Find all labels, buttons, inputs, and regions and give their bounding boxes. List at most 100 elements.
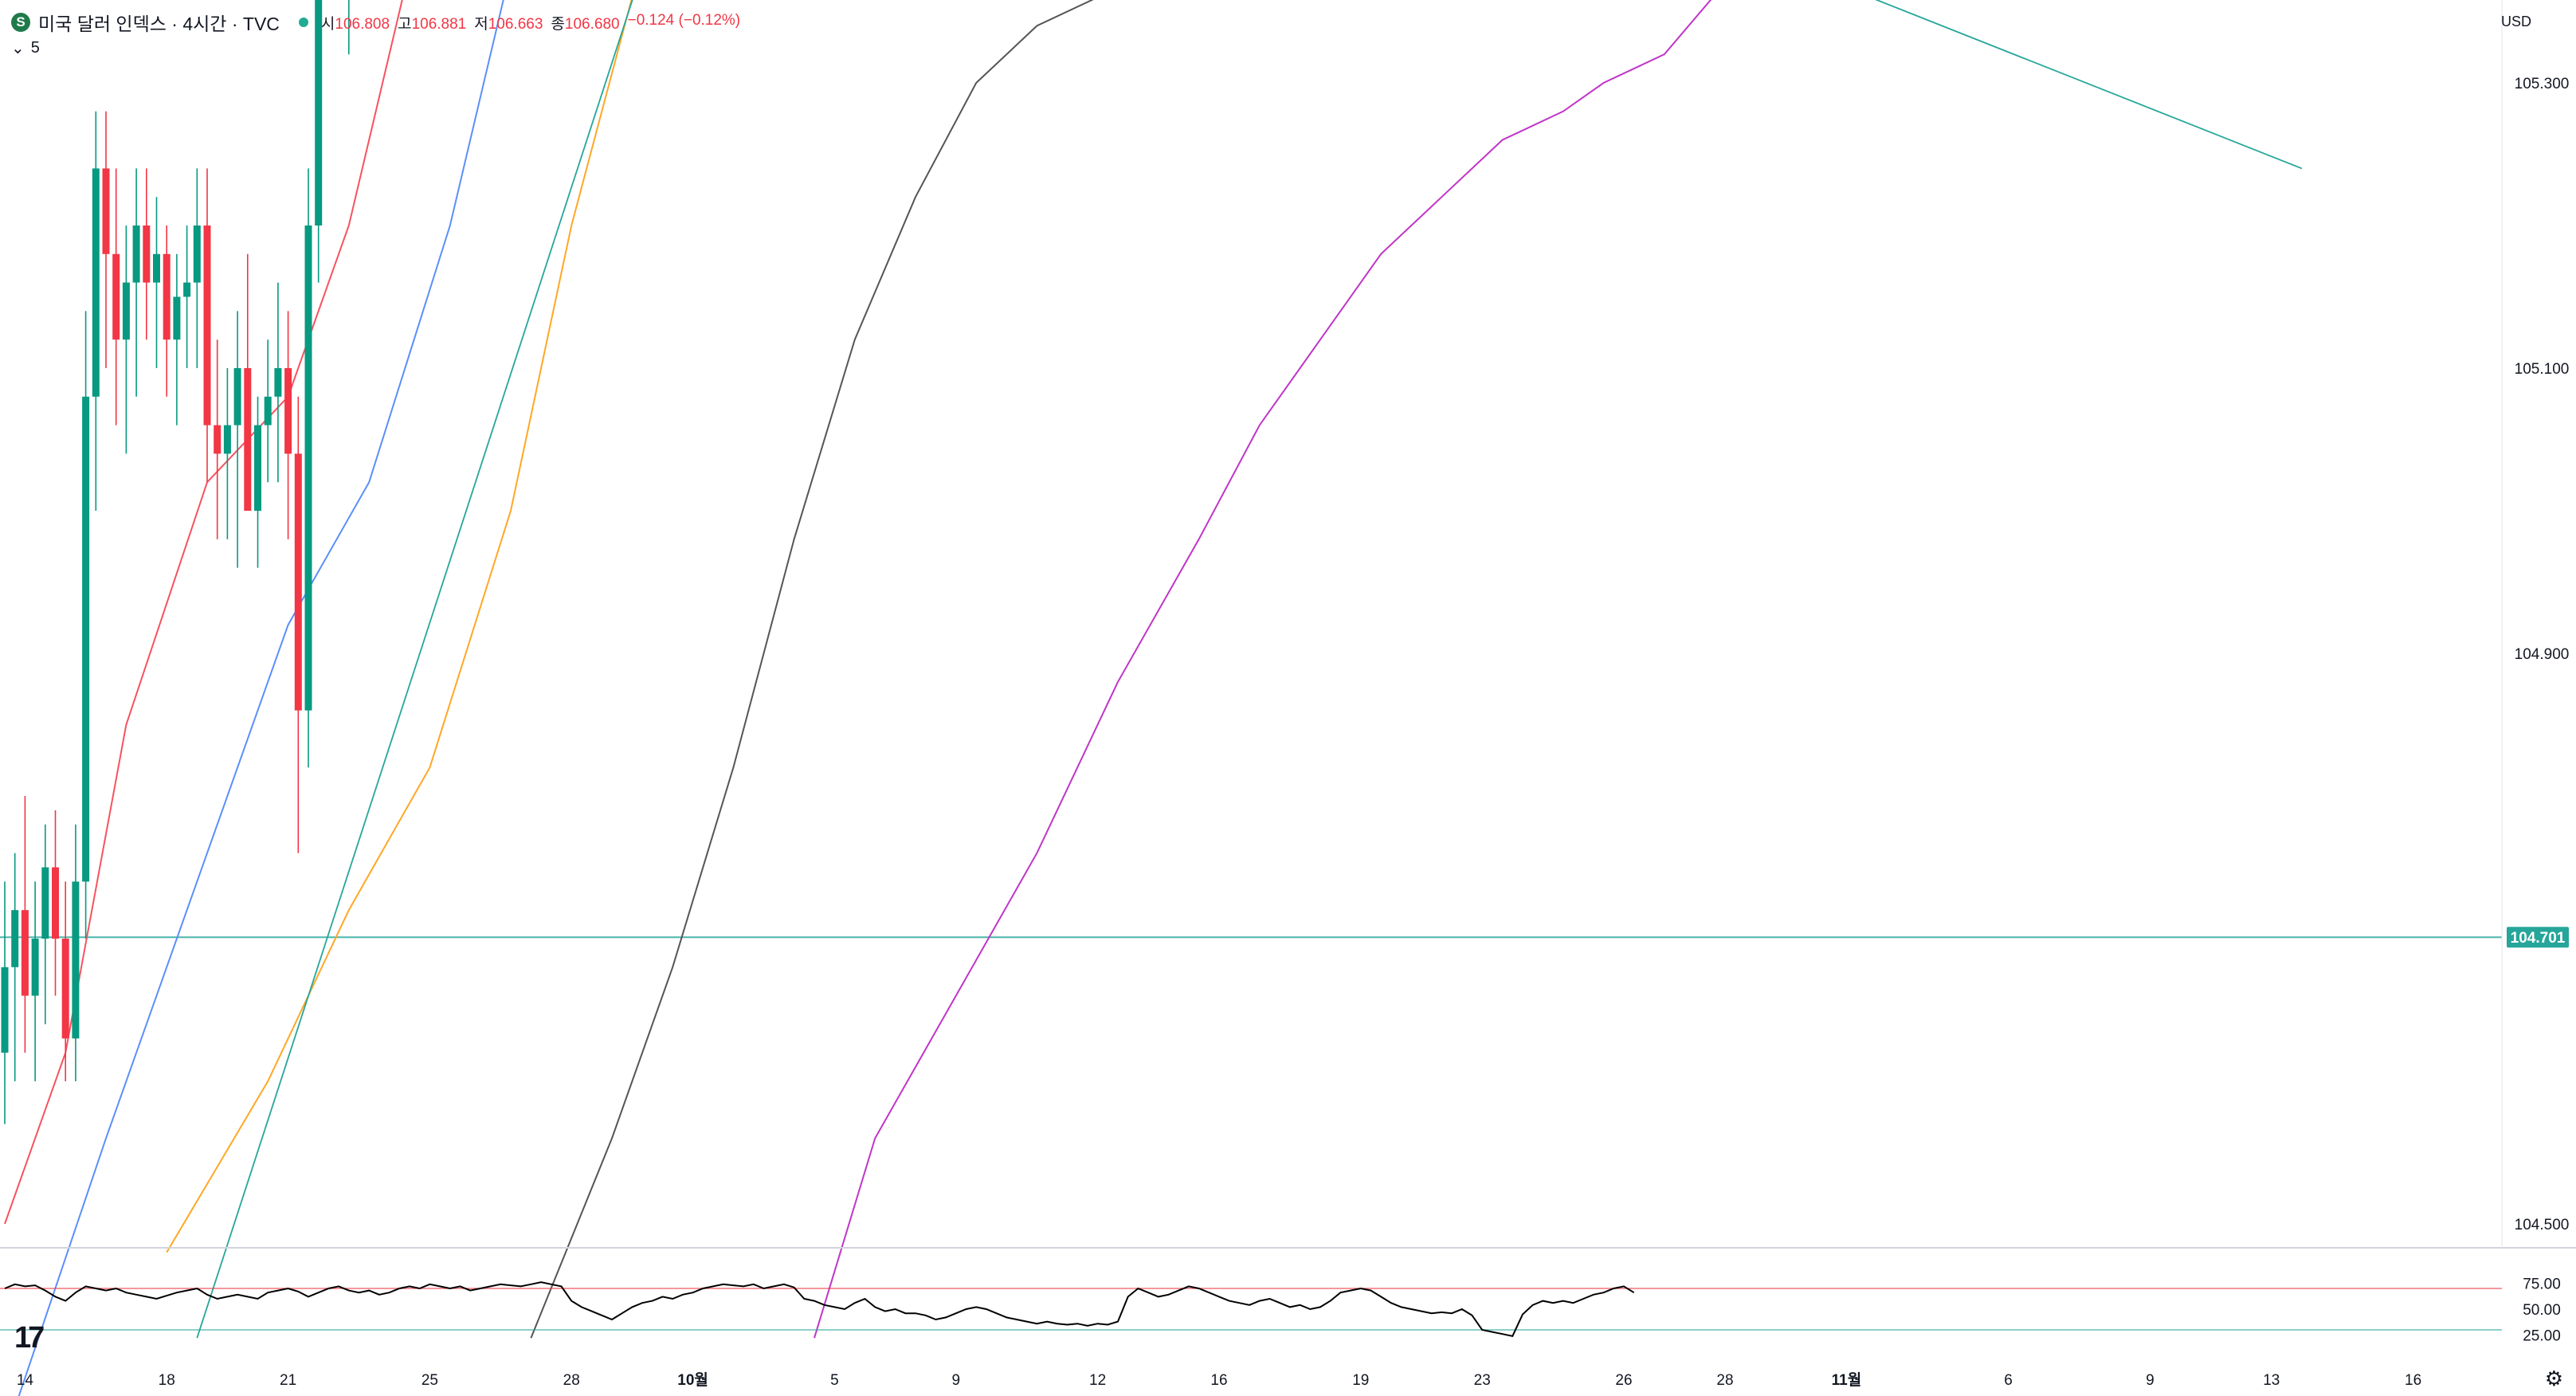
candle-body bbox=[264, 396, 272, 425]
candle-body bbox=[92, 168, 100, 397]
candle bbox=[173, 253, 181, 425]
time-tick-label: 6 bbox=[2004, 1372, 2013, 1389]
candle-body bbox=[274, 368, 282, 397]
ohlc-change: −0.124 (−0.12%) bbox=[627, 11, 741, 29]
candle-body bbox=[11, 910, 19, 967]
candle-body bbox=[254, 425, 261, 511]
time-tick-label: 9 bbox=[952, 1372, 961, 1389]
candle-body bbox=[203, 225, 211, 425]
price-level-badge: 104.701 bbox=[2507, 927, 2569, 948]
grid-layer bbox=[0, 936, 2502, 939]
candle bbox=[21, 796, 29, 1053]
candle bbox=[233, 311, 241, 568]
candle bbox=[315, 0, 323, 283]
candle-body bbox=[193, 225, 201, 283]
rsi-level-label: 75.00 bbox=[2523, 1276, 2561, 1293]
candle bbox=[41, 824, 49, 1025]
candle bbox=[304, 168, 312, 768]
time-tick-label: 26 bbox=[1615, 1372, 1632, 1389]
candle-body bbox=[41, 867, 49, 939]
currency-label[interactable]: USD bbox=[2500, 14, 2531, 29]
candle bbox=[203, 168, 211, 483]
time-tick-label: 16 bbox=[1210, 1372, 1227, 1389]
candle-body bbox=[304, 225, 312, 711]
gear-icon[interactable]: ⚙ bbox=[2544, 1367, 2563, 1390]
candle-body bbox=[153, 253, 160, 283]
time-tick-label: 14 bbox=[17, 1372, 34, 1389]
candle-body bbox=[315, 0, 323, 226]
candle bbox=[153, 197, 160, 368]
time-tick-label: 9 bbox=[2146, 1372, 2155, 1389]
price-level-badge-bg bbox=[2507, 927, 2569, 948]
chevron-down-icon[interactable]: ⌄ bbox=[11, 40, 25, 57]
candle-body bbox=[31, 939, 39, 996]
candle-body bbox=[61, 939, 69, 1039]
candle-body bbox=[244, 368, 252, 511]
candle-body bbox=[223, 425, 231, 454]
candle bbox=[72, 824, 80, 1081]
tradingview-logo-icon[interactable]: 17 bbox=[14, 1321, 45, 1355]
time-tick-label: 18 bbox=[159, 1372, 175, 1389]
symbol-title[interactable]: 미국 달러 인덱스 · 4시간 · TVC bbox=[38, 14, 280, 34]
time-tick-label: 28 bbox=[1716, 1372, 1733, 1389]
candle bbox=[112, 168, 120, 425]
moving-average-line bbox=[530, 0, 1094, 1339]
price-axis: 107.700107.500107.300107.100106.900106.7… bbox=[2501, 0, 2570, 1248]
candle bbox=[1, 881, 9, 1124]
candle bbox=[193, 168, 201, 368]
candle bbox=[52, 810, 59, 996]
ohlc-values: 시106.808 고106.881 저106.663 종106.680 −0.1… bbox=[321, 12, 740, 33]
price-tick-label: 105.300 bbox=[2515, 76, 2570, 92]
price-tick-label: 105.100 bbox=[2515, 361, 2570, 378]
candle bbox=[264, 339, 272, 483]
time-tick-label: 21 bbox=[280, 1372, 296, 1389]
candle-body bbox=[233, 368, 241, 425]
trendline bbox=[1875, 0, 2303, 170]
chart-header: S 미국 달러 인덱스 · 4시간 · TVC 시106.808 고106.88… bbox=[11, 8, 740, 37]
rsi-level-label: 25.00 bbox=[2523, 1328, 2561, 1345]
candle-body bbox=[163, 253, 171, 340]
candles-layer bbox=[1, 0, 350, 1124]
candle bbox=[254, 396, 261, 568]
time-axis: 14 18 21 25 28 10월 5 9 12 16 19 23 26 28 11월 6 9 13 16 bbox=[17, 1371, 2421, 1389]
time-tick-label: 11월 bbox=[1832, 1371, 1862, 1389]
candle bbox=[163, 225, 171, 397]
time-tick-label: 19 bbox=[1352, 1372, 1369, 1389]
candle-body bbox=[122, 282, 130, 340]
candle-body bbox=[102, 168, 110, 254]
moving-average-line bbox=[4, 0, 403, 1225]
candle bbox=[223, 368, 231, 539]
candle bbox=[284, 311, 292, 539]
candle-body bbox=[143, 225, 151, 283]
candle-body bbox=[294, 453, 302, 711]
candle bbox=[92, 111, 100, 511]
candle bbox=[183, 225, 191, 368]
candle-body bbox=[82, 396, 90, 882]
ohlc-close: 종106.680 bbox=[551, 15, 620, 33]
candle bbox=[294, 396, 302, 853]
indicator-toggle[interactable]: ⌄ 5 bbox=[11, 38, 40, 58]
ohlc-low: 저106.663 bbox=[474, 15, 543, 33]
candle-body bbox=[173, 296, 181, 340]
rsi-level-label: 50.00 bbox=[2523, 1302, 2561, 1319]
price-level-value: 104.701 bbox=[2511, 930, 2566, 947]
candle-body bbox=[72, 881, 80, 1039]
candle-body bbox=[284, 368, 292, 454]
rsi-line bbox=[4, 1281, 1635, 1337]
time-tick-label: 23 bbox=[1474, 1372, 1491, 1389]
trendlines-layer bbox=[196, 0, 2303, 1339]
candle-body bbox=[214, 425, 222, 454]
moving-average-line bbox=[166, 0, 633, 1253]
market-status-dot-icon bbox=[298, 18, 308, 27]
candle bbox=[132, 168, 140, 397]
time-tick-label: 12 bbox=[1089, 1372, 1106, 1389]
moving-average-line bbox=[18, 0, 504, 1396]
time-tick-label: 10월 bbox=[677, 1371, 708, 1389]
candle bbox=[244, 253, 252, 511]
candle bbox=[274, 282, 282, 483]
candle bbox=[82, 311, 90, 939]
candle bbox=[143, 168, 151, 340]
price-tick-label: 104.500 bbox=[2515, 1217, 2570, 1233]
time-tick-label: 28 bbox=[563, 1372, 580, 1389]
